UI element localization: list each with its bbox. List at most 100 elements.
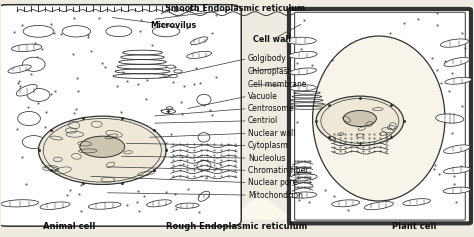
- Text: Rough Endoplasmic reticulum: Rough Endoplasmic reticulum: [166, 222, 308, 231]
- Point: [197, 165, 204, 169]
- Point: [433, 23, 440, 27]
- Ellipse shape: [313, 36, 445, 201]
- Ellipse shape: [175, 203, 199, 208]
- Point: [45, 163, 52, 167]
- Text: Golgibody: Golgibody: [248, 54, 287, 63]
- Ellipse shape: [166, 107, 173, 109]
- Point: [63, 193, 71, 196]
- Text: Chromatin fiber: Chromatin fiber: [248, 166, 308, 175]
- Point: [118, 173, 126, 177]
- Point: [190, 82, 198, 86]
- Ellipse shape: [8, 65, 31, 73]
- Point: [208, 113, 216, 117]
- Point: [18, 155, 26, 159]
- Point: [66, 188, 73, 192]
- Text: Vacuole: Vacuole: [248, 92, 278, 101]
- Point: [137, 29, 144, 33]
- Point: [124, 203, 131, 206]
- Point: [309, 184, 316, 188]
- Point: [308, 63, 316, 67]
- Point: [135, 189, 142, 193]
- Point: [84, 33, 91, 37]
- Ellipse shape: [38, 116, 166, 184]
- Point: [445, 90, 453, 93]
- Point: [25, 84, 33, 88]
- Point: [184, 187, 191, 191]
- Point: [183, 26, 191, 29]
- Point: [212, 14, 219, 17]
- Point: [70, 111, 78, 115]
- Ellipse shape: [22, 136, 45, 149]
- Point: [35, 137, 42, 141]
- Point: [204, 95, 212, 99]
- Ellipse shape: [332, 200, 360, 207]
- Ellipse shape: [146, 200, 172, 207]
- Point: [77, 209, 85, 213]
- Ellipse shape: [436, 114, 464, 123]
- Point: [29, 58, 37, 62]
- Point: [43, 110, 50, 114]
- Point: [330, 194, 337, 197]
- Point: [306, 180, 313, 184]
- Point: [22, 182, 30, 186]
- Point: [16, 84, 24, 88]
- Text: Animal cell: Animal cell: [43, 222, 95, 231]
- Point: [122, 175, 130, 179]
- Point: [153, 163, 160, 167]
- Point: [162, 191, 170, 194]
- Point: [386, 31, 394, 34]
- Ellipse shape: [343, 110, 376, 127]
- Point: [38, 160, 46, 164]
- Point: [113, 84, 120, 88]
- Point: [200, 104, 208, 107]
- Point: [24, 105, 32, 109]
- Point: [31, 41, 39, 45]
- Text: Nucleolus: Nucleolus: [248, 154, 285, 163]
- Point: [293, 120, 301, 124]
- Ellipse shape: [289, 51, 317, 58]
- Ellipse shape: [153, 26, 180, 37]
- Text: Chloroplast: Chloroplast: [248, 67, 292, 76]
- Ellipse shape: [191, 37, 208, 45]
- Point: [209, 31, 216, 35]
- Point: [295, 198, 302, 202]
- Ellipse shape: [11, 44, 42, 51]
- Point: [172, 208, 179, 211]
- Text: Mitochondrion: Mitochondrion: [248, 191, 303, 200]
- Point: [143, 97, 150, 101]
- Ellipse shape: [23, 25, 54, 37]
- Point: [123, 79, 130, 82]
- Ellipse shape: [443, 187, 470, 194]
- Ellipse shape: [289, 174, 317, 181]
- Ellipse shape: [18, 111, 40, 126]
- Point: [200, 158, 207, 162]
- Point: [47, 92, 55, 96]
- Point: [216, 162, 224, 166]
- Point: [10, 31, 18, 34]
- Ellipse shape: [197, 94, 211, 105]
- Point: [458, 31, 466, 35]
- Ellipse shape: [198, 191, 210, 201]
- Point: [15, 79, 23, 83]
- Point: [162, 141, 170, 145]
- Text: Cytoplasm: Cytoplasm: [248, 141, 289, 150]
- Point: [42, 165, 49, 169]
- Point: [293, 62, 301, 65]
- Point: [135, 82, 142, 85]
- Ellipse shape: [285, 37, 316, 44]
- Ellipse shape: [169, 74, 177, 78]
- Point: [428, 56, 436, 60]
- Point: [38, 47, 46, 51]
- Point: [435, 172, 442, 176]
- Ellipse shape: [62, 26, 91, 37]
- Point: [179, 162, 186, 166]
- Point: [414, 18, 422, 21]
- Point: [437, 81, 445, 85]
- Ellipse shape: [166, 65, 175, 68]
- Point: [48, 206, 55, 210]
- Point: [108, 179, 116, 182]
- Point: [168, 132, 175, 136]
- Point: [157, 143, 165, 147]
- Point: [77, 183, 85, 187]
- Point: [206, 108, 214, 112]
